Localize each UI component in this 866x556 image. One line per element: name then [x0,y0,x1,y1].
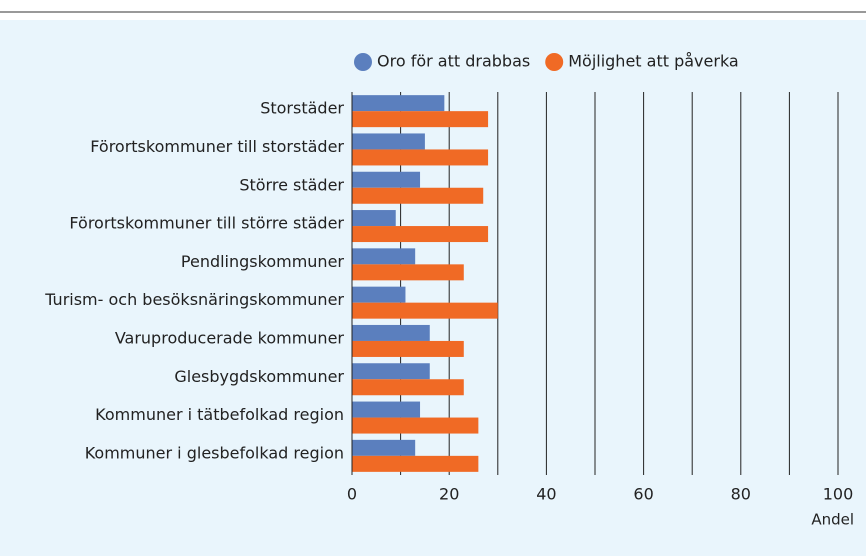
y-tick-label: Kommuner i glesbefolkad region [85,443,344,462]
bar [352,324,430,341]
bar [352,111,489,128]
bar [352,286,406,303]
y-tick-label: Kommuner i tätbefolkad region [95,405,344,424]
bar [352,95,445,112]
bar [352,187,484,204]
bar [352,264,464,281]
bar [352,401,421,418]
y-tick-label: Turism- och besöksnäringskommuner [44,290,344,309]
bar [352,133,425,150]
bar [352,210,396,227]
bar [352,340,464,357]
bar [352,302,498,319]
bar [352,248,416,265]
x-tick-label: 0 [347,485,357,504]
x-axis-label: Andel [811,511,854,529]
bar [352,379,464,396]
x-tick-label: 40 [536,485,556,504]
x-tick-label: 100 [823,485,854,504]
y-tick-label: Pendlingskommuner [181,252,345,271]
bar [352,149,489,166]
y-tick-label: Varuproducerade kommuner [115,328,345,347]
bar [352,417,479,434]
x-tick-label: 20 [439,485,459,504]
bar [352,226,489,243]
y-tick-label: Glesbygdskommuner [174,367,344,386]
y-tick-label: Större städer [239,175,344,194]
x-tick-label: 80 [731,485,751,504]
legend-swatch [545,53,564,71]
legend-swatch [354,53,372,71]
y-tick-label: Storstäder [260,99,344,118]
legend-label: Möjlighet att påverka [568,52,739,71]
legend-label: Oro för att drabbas [377,52,530,71]
bar [352,439,416,456]
x-tick-label: 60 [633,485,653,504]
y-tick-label: Förortskommuner till större städer [69,214,344,233]
bar [352,455,479,472]
bar [352,363,430,380]
bar [352,171,421,188]
y-tick-label: Förortskommuner till storstäder [90,137,344,156]
